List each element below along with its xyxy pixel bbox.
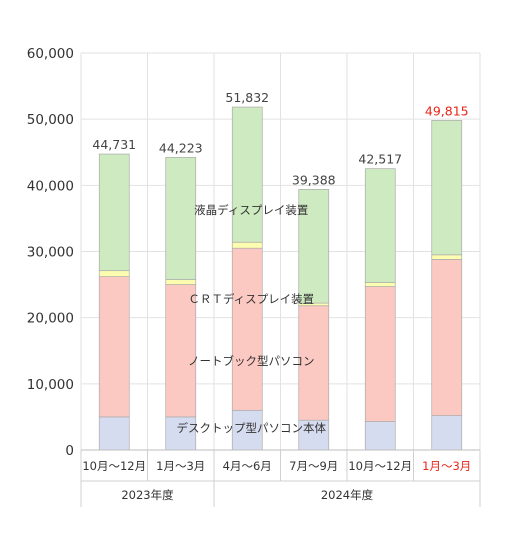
category-label: 7月～9月 <box>289 459 338 473</box>
bar-segment <box>98 276 130 418</box>
y-tick-label: 50,000 <box>27 112 74 128</box>
category-label: 1月～3月 <box>422 459 471 473</box>
bar-segment <box>431 254 463 260</box>
bar-segment <box>364 282 396 287</box>
bar-segment <box>431 259 463 416</box>
total-label: 44,223 <box>159 140 203 155</box>
y-tick-label: 60,000 <box>27 46 74 62</box>
x-axis-table: 10月～12月 1月～3月 4月～6月 7月～9月 10月～12月 1月～3月 2023年度… <box>80 449 481 507</box>
total-label: 39,388 <box>292 172 336 187</box>
y-tick-label: 30,000 <box>27 245 74 261</box>
bar-segment <box>298 305 330 421</box>
series-label: ノートブック型パソコン <box>188 354 315 368</box>
year-group-label: 2024年度 <box>321 488 374 502</box>
bar-segment <box>98 270 130 277</box>
total-labels: 44,731 44,223 51,832 39,388 42,517 49,815 <box>92 90 468 187</box>
bar-segment <box>231 409 263 451</box>
bar-segment <box>431 415 463 451</box>
bar-segment <box>364 421 396 451</box>
y-tick-label: 20,000 <box>27 311 74 327</box>
y-tick-label: 10,000 <box>27 377 74 393</box>
category-label: 4月～6月 <box>223 459 272 473</box>
bars <box>98 106 463 451</box>
bar-segment <box>98 153 130 272</box>
total-label: 44,731 <box>92 137 136 152</box>
y-tick-label: 0 <box>65 443 74 459</box>
category-label: 10月～12月 <box>348 459 412 473</box>
total-label: 49,815 <box>425 103 469 118</box>
bar-segment <box>165 279 197 285</box>
total-label: 51,832 <box>225 90 269 105</box>
bar-segment <box>431 120 463 256</box>
y-axis-ticks: 0 10,000 20,000 30,000 40,000 50,000 60,000 <box>27 46 74 459</box>
y-tick-label: 40,000 <box>27 178 74 194</box>
bar-segment <box>165 416 197 451</box>
bar-segment <box>364 286 396 422</box>
gridlines <box>80 52 481 451</box>
bar-segment <box>231 247 263 411</box>
bar-segment <box>98 416 130 451</box>
category-label: 1月～3月 <box>156 459 205 473</box>
bar-segment <box>165 157 197 280</box>
series-label: デスクトップ型パソコン本体 <box>177 421 327 435</box>
bar-segment <box>165 284 197 418</box>
bar-segment <box>298 419 330 451</box>
total-label: 42,517 <box>358 152 402 167</box>
bar-segment <box>364 168 396 283</box>
bar-segment <box>298 189 330 304</box>
category-label: 10月～12月 <box>82 459 146 473</box>
series-label: ＣＲＴディスプレイ装置 <box>188 292 314 306</box>
series-label: 液晶ディスプレイ装置 <box>194 203 308 217</box>
bar-segment <box>231 106 263 243</box>
year-group-label: 2023年度 <box>121 488 174 502</box>
bar-segment <box>231 241 263 249</box>
